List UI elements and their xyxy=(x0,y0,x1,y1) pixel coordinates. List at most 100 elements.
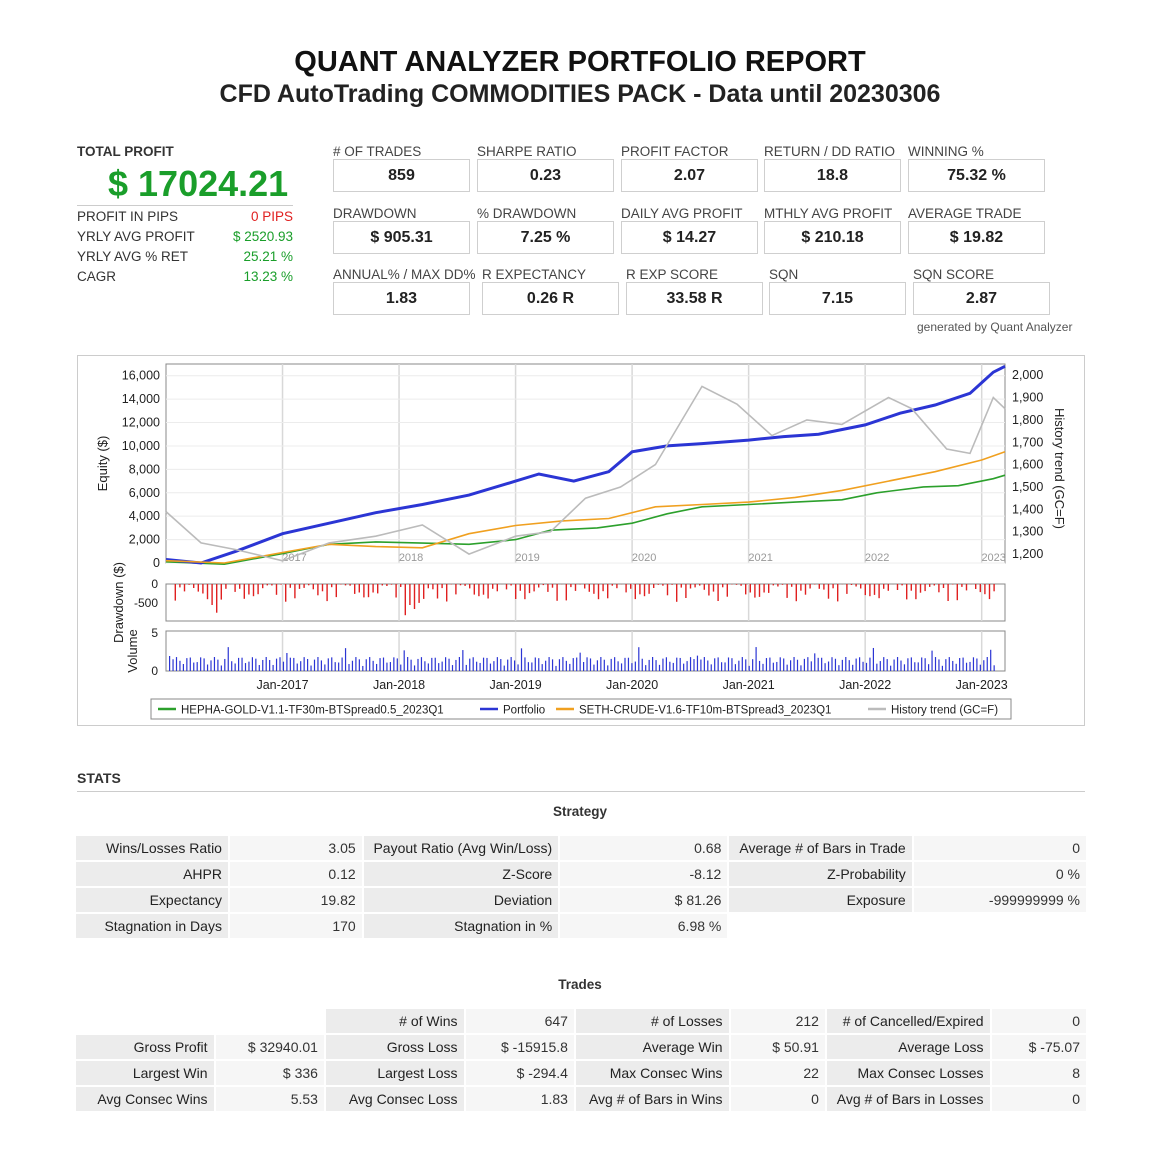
volume-bar xyxy=(596,660,598,672)
volume-bar xyxy=(555,665,557,672)
volume-bar xyxy=(721,662,723,672)
stat-key: Avg # of Bars in Losses xyxy=(826,1087,990,1111)
y-left-tick: 4,000 xyxy=(129,509,160,523)
volume-bar xyxy=(827,661,830,672)
volume-bar xyxy=(703,657,705,672)
drawdown-bar xyxy=(528,584,531,594)
volume-bar xyxy=(686,661,688,672)
metric-value: $ 210.18 xyxy=(764,221,901,254)
y-left-tick: 2,000 xyxy=(129,533,160,547)
volume-bar xyxy=(275,658,278,672)
volume-bar xyxy=(562,657,564,671)
stat-key: Gross Loss xyxy=(325,1035,464,1059)
stat-key: Largest Win xyxy=(76,1061,214,1085)
volume-bar xyxy=(317,657,319,672)
stat-value: $ -15915.8 xyxy=(465,1035,574,1059)
volume-bar xyxy=(514,660,516,671)
drawdown-bar xyxy=(436,584,439,599)
volume-bar xyxy=(324,664,326,671)
drawdown-bar xyxy=(703,584,705,590)
drawdown-bar xyxy=(786,584,788,598)
drawdown-bar xyxy=(722,584,724,588)
drawdown-bar xyxy=(257,584,259,595)
drawdown-bar xyxy=(317,584,319,596)
metric-value: 18.8 xyxy=(764,159,901,192)
drawdown-bar xyxy=(556,584,558,601)
drawdown-bar xyxy=(717,584,719,601)
drawdown-bar xyxy=(804,584,807,595)
x-tick-top: 2020 xyxy=(632,552,656,564)
report-title: QUANT ANALYZER PORTFOLIO REPORT xyxy=(294,46,866,78)
series-line xyxy=(165,364,1006,565)
stat-key xyxy=(729,914,911,938)
drawdown-bar xyxy=(183,584,186,592)
drawdown-bar xyxy=(464,584,466,586)
volume-bar xyxy=(372,660,374,672)
metric-value: $ 14.27 xyxy=(621,221,758,254)
drawdown-bar xyxy=(326,584,328,602)
volume-bar xyxy=(369,657,371,671)
drawdown-bar xyxy=(827,584,830,599)
metric-label: SQN xyxy=(769,267,799,282)
drawdown-bar xyxy=(409,584,411,605)
drawdown-bar xyxy=(547,584,549,592)
drawdown-bar xyxy=(377,584,379,594)
volume-bar xyxy=(286,653,288,672)
volume-bar xyxy=(617,661,619,672)
volume-bar xyxy=(500,659,502,672)
stat-value: 6.98 % xyxy=(560,914,728,938)
volume-bar xyxy=(224,658,226,671)
volume-bar xyxy=(496,657,498,672)
legend-label: Portfolio xyxy=(503,705,545,717)
volume-bar xyxy=(203,658,205,671)
volume-bar xyxy=(462,650,464,671)
drawdown-bar xyxy=(519,584,521,591)
volume-bar xyxy=(965,662,968,672)
stat-key: Avg # of Bars in Wins xyxy=(575,1087,729,1111)
drawdown-bar xyxy=(648,584,650,594)
volume-bar xyxy=(776,661,778,671)
drawdown-bar xyxy=(924,584,926,592)
drawdown-bar xyxy=(593,584,595,594)
volume-bar xyxy=(438,663,440,671)
volume-bar xyxy=(631,663,633,672)
drawdown-bar xyxy=(404,584,406,616)
volume-bar xyxy=(351,660,354,671)
volume-bar xyxy=(652,657,654,672)
volume-bar xyxy=(610,658,612,671)
stats-row: AHPR 0.12 Z-Score -8.12 Z-Probability 0 % xyxy=(76,862,1086,886)
stat-key: Average # of Bars in Trade xyxy=(729,836,912,860)
drawdown-bar xyxy=(772,584,774,586)
drawdown-bar xyxy=(262,584,264,589)
volume-bar xyxy=(393,657,395,672)
volume-bar xyxy=(810,661,812,672)
drawdown-bar xyxy=(193,584,195,588)
volume-bar xyxy=(952,660,954,671)
volume-bar xyxy=(589,658,592,672)
stat-key: Z-Score xyxy=(363,862,559,886)
drawdown-bar xyxy=(809,584,811,589)
drawdown-bar xyxy=(984,584,986,595)
volume-bar xyxy=(376,663,378,672)
volume-bar xyxy=(434,657,436,672)
volume-bar xyxy=(796,659,799,672)
volume-bar xyxy=(748,665,750,671)
drawdown-bar xyxy=(423,584,425,599)
volume-bar xyxy=(731,658,733,671)
summary-row-label: PROFIT IN PIPS xyxy=(77,209,179,224)
volume-bar xyxy=(486,657,488,672)
stat-key: Wins/Losses Ratio xyxy=(76,836,228,860)
volume-bar xyxy=(248,661,250,672)
volume-bar xyxy=(779,657,781,672)
summary-row-value: 25.21 % xyxy=(243,249,293,264)
volume-bar xyxy=(548,657,550,672)
volume-bar xyxy=(672,662,674,672)
volume-bar xyxy=(658,664,661,671)
volume-bar xyxy=(986,657,988,672)
drawdown-bar xyxy=(965,584,968,591)
drawdown-bar xyxy=(584,584,586,589)
trades-section-title: Trades xyxy=(558,977,602,992)
volume-bar xyxy=(638,647,640,672)
drawdown-bar xyxy=(441,584,443,589)
metric-label: ANNUAL% / MAX DD% xyxy=(333,267,476,282)
